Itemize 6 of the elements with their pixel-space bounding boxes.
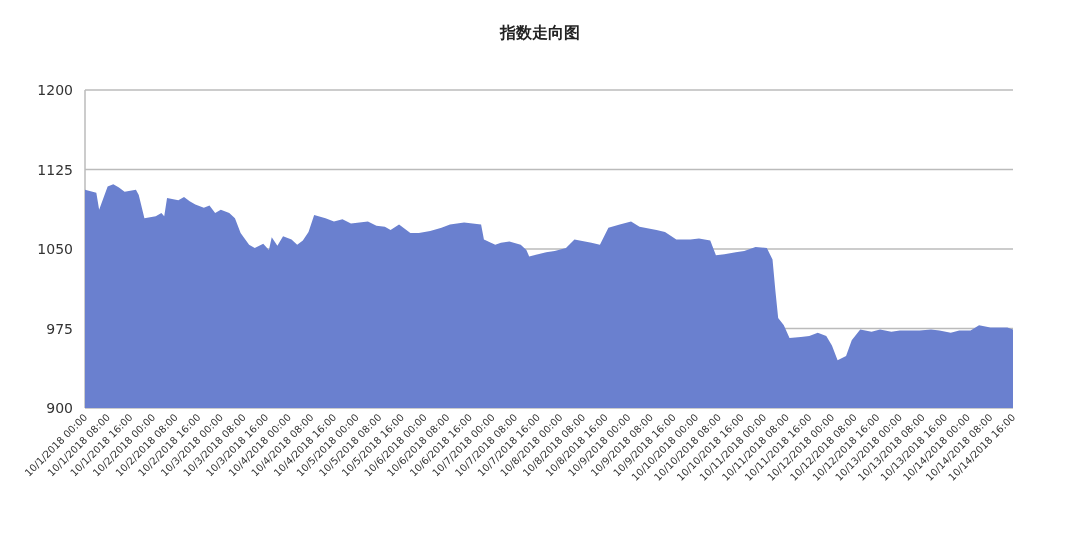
y-tick-label: 975	[46, 320, 73, 337]
chart-title: 指数走向图	[499, 23, 580, 42]
y-tick-label: 1200	[37, 82, 73, 98]
y-tick-label: 900	[46, 400, 73, 416]
y-tick-label: 1050	[37, 241, 73, 257]
y-tick-label: 1125	[37, 161, 73, 178]
